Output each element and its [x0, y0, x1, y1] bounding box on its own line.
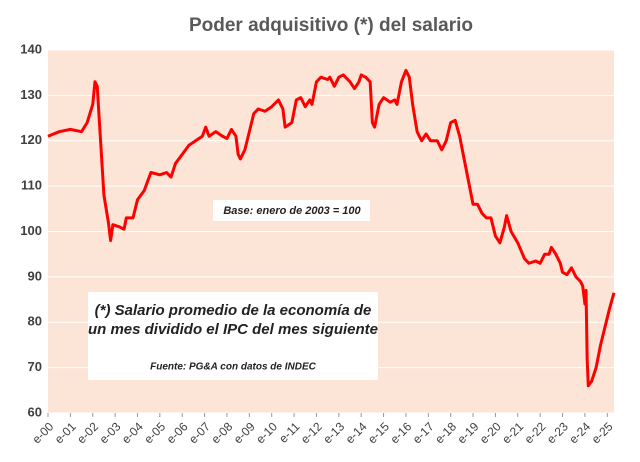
annotation: Fuente: PG&A con datos de INDEC [150, 362, 317, 373]
y-tick-label: 90 [28, 268, 42, 283]
y-tick-label: 60 [28, 404, 42, 419]
data-line [47, 68, 616, 388]
annotation: un mes dividido el IPC del mes siguiente [88, 321, 378, 338]
annotation-box [213, 200, 370, 221]
y-tick-label: 130 [20, 87, 42, 102]
annotation: Base: enero de 2003 = 100 [223, 205, 361, 217]
y-tick-label: 120 [20, 132, 42, 147]
y-tick-label: 110 [21, 178, 42, 193]
y-tick-label: 80 [28, 314, 42, 329]
y-tick-label: 70 [28, 359, 42, 374]
annotation: (*) Salario promedio de la economía de [95, 302, 372, 319]
y-tick-label: 100 [20, 223, 42, 238]
annotation-box [88, 292, 378, 380]
y-tick-label: 140 [20, 41, 42, 56]
chart-title: Poder adquisitivo (*) del salario [189, 15, 473, 36]
